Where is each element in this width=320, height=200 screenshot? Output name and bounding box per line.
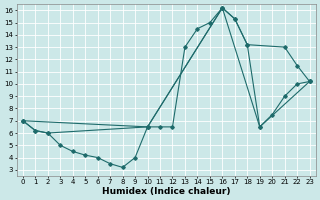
X-axis label: Humidex (Indice chaleur): Humidex (Indice chaleur): [102, 187, 230, 196]
